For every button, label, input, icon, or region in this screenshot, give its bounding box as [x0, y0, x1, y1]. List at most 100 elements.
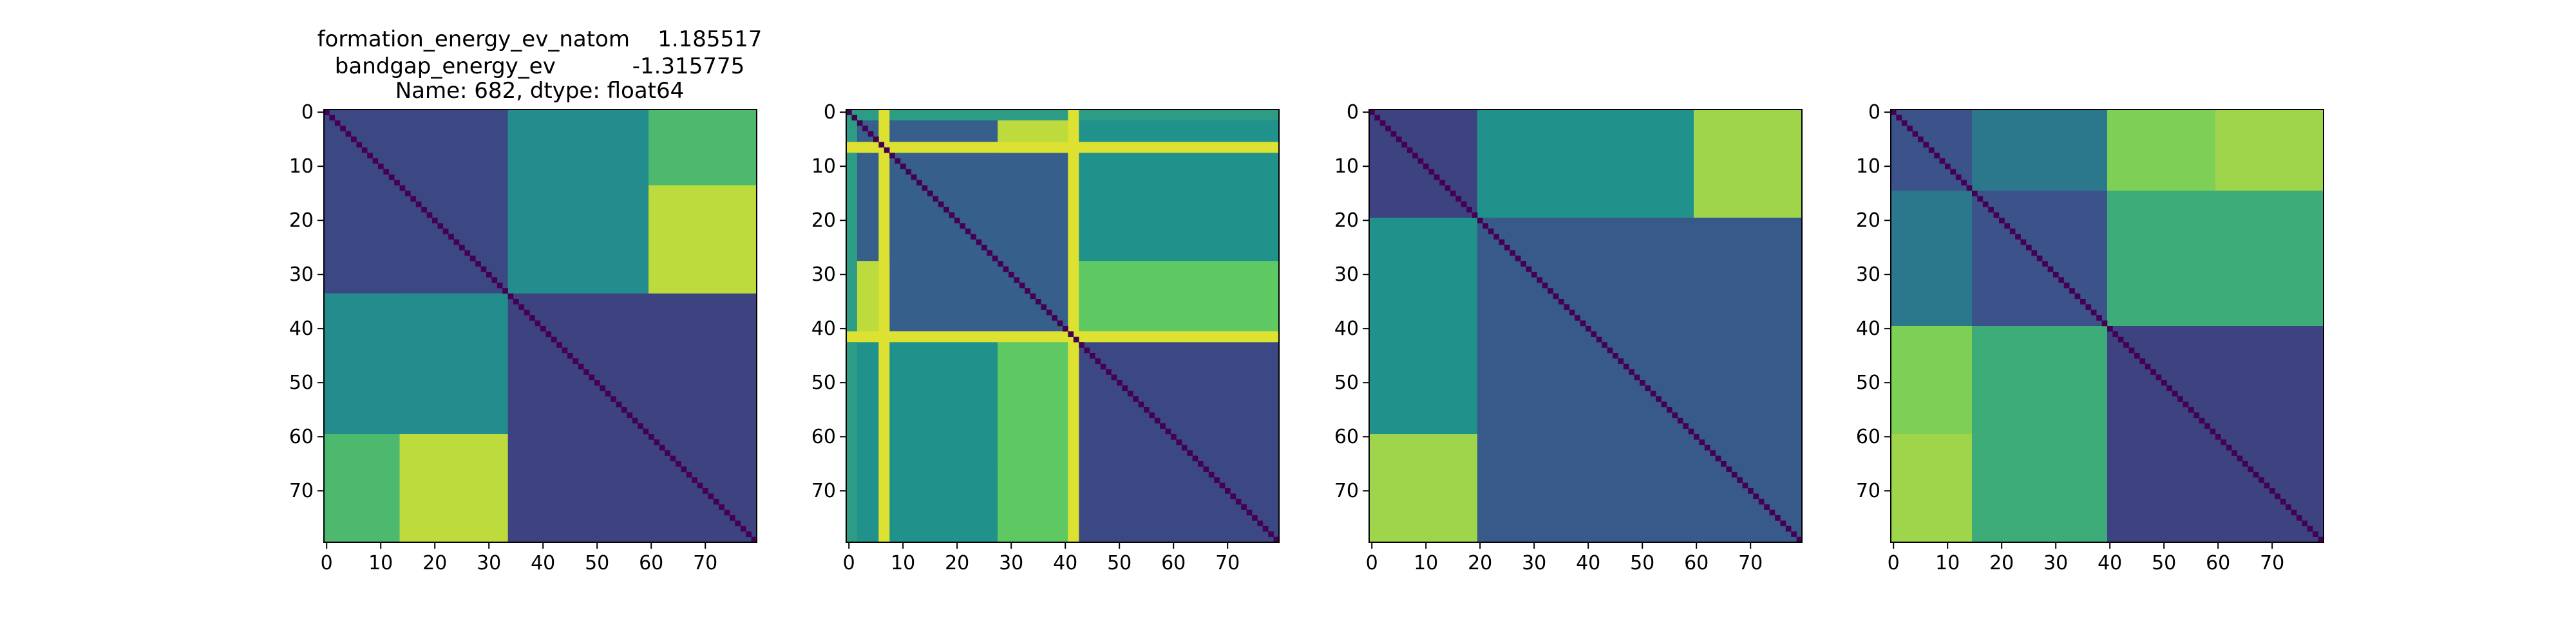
- y-tick-label: 0: [1347, 101, 1359, 124]
- y-tick-label: 20: [1856, 209, 1880, 232]
- heatmap-cell: [1796, 536, 1803, 543]
- x-tick-label: 40: [531, 552, 555, 574]
- heatmap-cell: [2101, 320, 2108, 327]
- heatmap-cell: [1246, 509, 1253, 516]
- heatmap-cell: [1014, 277, 1020, 283]
- heatmap-cell: [1030, 293, 1036, 299]
- heatmap-cell: [415, 201, 422, 207]
- heatmap-cell: [1699, 439, 1705, 446]
- heatmap-cell: [2139, 358, 2146, 365]
- title-line-3: Name: 682, dtype: float64: [395, 78, 685, 104]
- heatmap-cell: [1731, 471, 1738, 478]
- heatmap-cell: [2210, 428, 2216, 435]
- heatmap-cell: [692, 477, 697, 483]
- title-line-2: bandgap_energy_ev -1.315775: [335, 53, 744, 79]
- heatmap-cell: [1667, 407, 1672, 413]
- heatmap-cell: [2188, 407, 2194, 413]
- y-tick-label: 50: [1856, 372, 1880, 394]
- heatmap-cell: [1510, 250, 1516, 256]
- y-tick-label: 30: [1334, 263, 1359, 286]
- heatmap-cell: [1127, 390, 1133, 397]
- x-axis: 0 10 20 30 40 50 60 70: [1888, 542, 2284, 574]
- x-tick-label: 70: [1738, 552, 1763, 574]
- heatmap-cell: [1896, 115, 1902, 121]
- heatmap-block: [1079, 261, 1279, 343]
- heatmap-cell: [697, 482, 703, 489]
- heatmap-cell: [1025, 288, 1030, 294]
- heatmap-frame: [1890, 109, 2324, 543]
- heatmap-cell: [1095, 358, 1101, 365]
- heatmap-cell: [567, 353, 573, 359]
- heatmap-cell: [469, 255, 476, 261]
- heatmap-cell: [529, 315, 535, 321]
- heatmap-cell: [627, 412, 633, 419]
- y-tick-label: 40: [1856, 317, 1880, 340]
- heatmap-cell: [2080, 299, 2086, 305]
- heatmap-cell: [1477, 218, 1483, 223]
- x-tick-label: 60: [639, 552, 663, 574]
- heatmap-cell: [1542, 282, 1548, 289]
- heatmap-diagonal: [846, 109, 1280, 543]
- heatmap-cell: [2128, 347, 2135, 354]
- heatmap-cell: [862, 126, 868, 131]
- heatmap-cell: [2204, 423, 2210, 429]
- heatmap-cell: [943, 207, 949, 213]
- heatmap-cell: [1444, 185, 1451, 191]
- heatmap-cell: [1390, 131, 1397, 137]
- heatmap-cell: [2107, 326, 2113, 332]
- y-tick-label: 40: [811, 317, 836, 340]
- heatmap-cell: [1235, 498, 1242, 505]
- heatmap-cell: [2172, 390, 2178, 397]
- heatmap-cell: [1171, 434, 1177, 440]
- heatmap-cell: [507, 293, 514, 299]
- x-tick-label: 30: [999, 552, 1023, 574]
- heatmap-cell: [334, 120, 341, 126]
- x-tick-label: 40: [1053, 552, 1077, 574]
- heatmap-cell: [1488, 228, 1494, 234]
- y-tick-label: 50: [1334, 372, 1359, 394]
- heatmap-cell: [659, 444, 665, 451]
- heatmap-cell: [960, 223, 966, 229]
- y-tick-label: 10: [1856, 155, 1880, 178]
- heatmap-cell: [2302, 520, 2308, 527]
- heatmap-cell: [2090, 309, 2097, 316]
- heatmap-cell: [578, 363, 584, 370]
- heatmap-cell: [2215, 434, 2221, 440]
- heatmap-cell: [324, 109, 330, 115]
- heatmap-cell: [611, 396, 616, 402]
- heatmap-cell: [1537, 277, 1543, 283]
- heatmap-cell: [2286, 504, 2291, 510]
- x-tick-label: 10: [891, 552, 915, 574]
- heatmap-block: [1891, 434, 1972, 542]
- heatmap-cell: [1385, 126, 1391, 131]
- heatmap-cell: [2036, 255, 2043, 261]
- heatmap-cell: [1515, 255, 1521, 261]
- y-tick-label: 70: [1856, 480, 1880, 502]
- heatmap-cell: [895, 158, 901, 164]
- heatmap-cell: [1052, 315, 1057, 321]
- heatmap-cell: [2069, 288, 2075, 294]
- heatmap-cell: [2269, 488, 2275, 494]
- heatmap-cell: [1710, 450, 1716, 456]
- y-tick-label: 10: [1334, 155, 1359, 178]
- heatmap-cell: [329, 115, 336, 121]
- heatmap-cell: [878, 142, 885, 148]
- heatmap-cell: [2280, 498, 2286, 505]
- heatmap-block: [2215, 109, 2324, 191]
- heatmap-cell: [2226, 444, 2232, 451]
- heatmap-cell: [1591, 331, 1597, 337]
- heatmap-cell: [464, 250, 471, 256]
- heatmap-cell: [388, 174, 395, 180]
- heatmap-cell: [2307, 526, 2313, 532]
- heatmap-cell: [1999, 218, 2005, 223]
- heatmap-cell: [2248, 466, 2254, 473]
- heatmap-block: [846, 109, 857, 542]
- y-tick-label: 70: [289, 480, 314, 502]
- heatmap-cell: [708, 493, 714, 500]
- heatmap-cell: [2031, 250, 2038, 256]
- heatmap-cell: [713, 498, 719, 505]
- heatmap-diagonal: [1369, 109, 1803, 543]
- heatmap-cell: [1063, 326, 1068, 332]
- heatmap-cell: [905, 169, 912, 175]
- heatmap-cell: [1079, 342, 1084, 348]
